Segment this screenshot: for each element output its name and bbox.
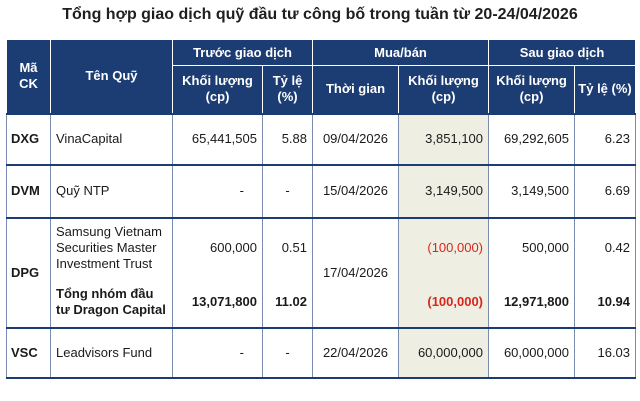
ratio-after: 0.42 — [574, 216, 637, 278]
ratio-after: 16.03 — [574, 326, 637, 379]
volume-traded: (100,000) — [397, 216, 490, 278]
ratio-before: - — [262, 326, 313, 379]
stock-code: VSC — [6, 326, 51, 379]
trade-date: 22/04/2026 — [312, 326, 399, 379]
table-row: DPG Samsung Vietnam Securities Master In… — [6, 216, 637, 328]
stock-code: DXG — [6, 112, 51, 165]
volume-before: 65,441,505 — [172, 112, 263, 165]
header-sau-giao-dich: Sau giao dịch — [488, 39, 637, 66]
page-title: Tổng hợp giao dịch quỹ đầu tư công bố tr… — [62, 6, 578, 23]
fund-name: Samsung Vietnam Securities Master Invest… — [50, 216, 173, 278]
ratio-after: 10.94 — [574, 277, 637, 328]
volume-after: 60,000,000 — [488, 326, 576, 379]
header-truoc-giao-dich: Trước giao dịch — [172, 39, 313, 66]
header-ma-ck: Mã CK — [6, 39, 51, 114]
fund-name: VinaCapital — [50, 112, 173, 165]
volume-before: 13,071,800 — [172, 277, 263, 328]
volume-after: 69,292,605 — [488, 112, 576, 165]
ratio-before: - — [262, 163, 313, 218]
stock-code: DVM — [6, 163, 51, 218]
fund-name: Leadvisors Fund — [50, 326, 173, 379]
volume-traded: 60,000,000 — [397, 326, 490, 379]
header-khoi-luong-truoc: Khối lượng (cp) — [172, 65, 263, 114]
table-row: Tổng nhóm đầu tư Dragon Capital 13,071,8… — [7, 277, 637, 328]
ratio-after: 6.23 — [574, 112, 637, 165]
volume-after: 3,149,500 — [488, 163, 576, 218]
table-row: DXG VinaCapital 65,441,505 5.88 09/04/20… — [6, 112, 637, 165]
fund-name: Tổng nhóm đầu tư Dragon Capital — [50, 277, 173, 328]
trade-date: 15/04/2026 — [312, 163, 399, 218]
volume-after: 12,971,800 — [488, 277, 576, 328]
fund-transactions-table: Mã CK Tên Quỹ Trước giao dịch Mua/bán Sa… — [6, 39, 637, 379]
ratio-after: 6.69 — [574, 163, 637, 218]
table-row: VSC Leadvisors Fund - - 22/04/2026 60,00… — [6, 326, 637, 379]
volume-traded: 3,149,500 — [397, 163, 490, 218]
stock-code: DPG — [6, 216, 51, 328]
header-ty-le-sau: Tỷ lệ (%) — [574, 65, 637, 114]
volume-after: 500,000 — [488, 216, 576, 278]
volume-traded: (100,000) — [397, 277, 490, 328]
header-ten-quy: Tên Quỹ — [50, 39, 173, 114]
volume-before: - — [172, 326, 263, 379]
header-mua-ban: Mua/bán — [311, 39, 490, 66]
ratio-before: 0.51 — [262, 216, 313, 278]
table-row: DVM Quỹ NTP - - 15/04/2026 3,149,500 3,1… — [6, 163, 637, 218]
fund-name: Quỹ NTP — [50, 163, 173, 218]
volume-before: - — [172, 163, 263, 218]
header-khoi-luong-muaban: Khối lượng (cp) — [397, 65, 490, 114]
header-khoi-luong-sau: Khối lượng (cp) — [488, 65, 576, 114]
trade-date: 09/04/2026 — [312, 112, 399, 165]
ratio-before: 11.02 — [262, 277, 313, 328]
volume-before: 600,000 — [172, 216, 263, 278]
header-ty-le-truoc: Tỷ lệ (%) — [262, 65, 313, 114]
volume-traded: 3,851,100 — [397, 112, 490, 165]
ratio-before: 5.88 — [262, 112, 313, 165]
trade-date: 17/04/2026 — [312, 216, 399, 328]
header-thoi-gian: Thời gian — [312, 65, 399, 114]
